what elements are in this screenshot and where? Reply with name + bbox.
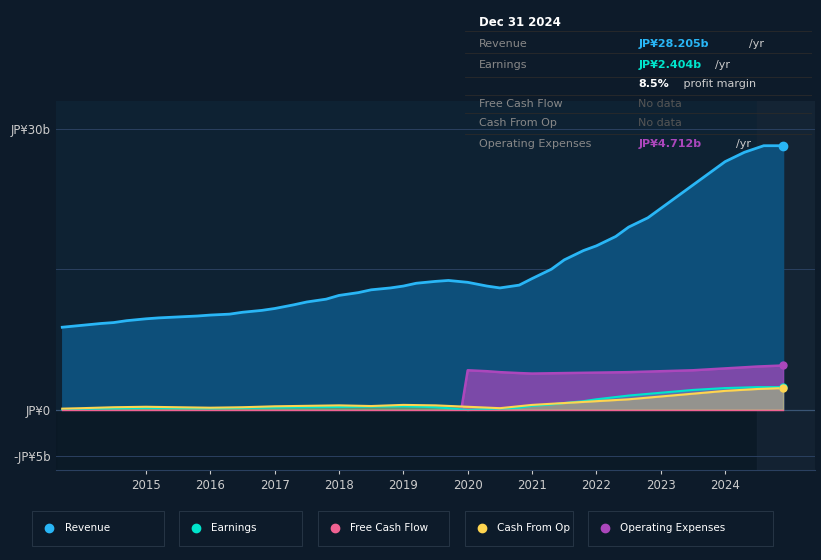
Text: Revenue: Revenue — [479, 39, 527, 49]
Text: Free Cash Flow: Free Cash Flow — [479, 99, 562, 109]
Text: No data: No data — [639, 99, 682, 109]
FancyBboxPatch shape — [588, 511, 773, 547]
Text: Free Cash Flow: Free Cash Flow — [351, 523, 429, 533]
FancyBboxPatch shape — [179, 511, 302, 547]
Text: Cash From Op: Cash From Op — [497, 523, 570, 533]
Text: JP¥2.404b: JP¥2.404b — [639, 59, 701, 69]
Text: /yr: /yr — [750, 39, 764, 49]
Text: Cash From Op: Cash From Op — [479, 118, 557, 128]
FancyBboxPatch shape — [32, 511, 163, 547]
Text: JP¥28.205b: JP¥28.205b — [639, 39, 709, 49]
FancyBboxPatch shape — [318, 511, 449, 547]
Text: Earnings: Earnings — [211, 523, 257, 533]
Text: /yr: /yr — [715, 59, 730, 69]
Text: Revenue: Revenue — [65, 523, 110, 533]
Text: Operating Expenses: Operating Expenses — [621, 523, 726, 533]
Bar — [757, 101, 821, 470]
FancyBboxPatch shape — [465, 511, 572, 547]
Text: profit margin: profit margin — [680, 79, 756, 89]
Text: Operating Expenses: Operating Expenses — [479, 139, 591, 149]
Text: 8.5%: 8.5% — [639, 79, 669, 89]
Text: No data: No data — [639, 118, 682, 128]
Text: JP¥4.712b: JP¥4.712b — [639, 139, 701, 149]
Text: /yr: /yr — [736, 139, 750, 149]
Text: Earnings: Earnings — [479, 59, 527, 69]
Bar — [56, 409, 815, 470]
Text: Dec 31 2024: Dec 31 2024 — [479, 16, 561, 29]
